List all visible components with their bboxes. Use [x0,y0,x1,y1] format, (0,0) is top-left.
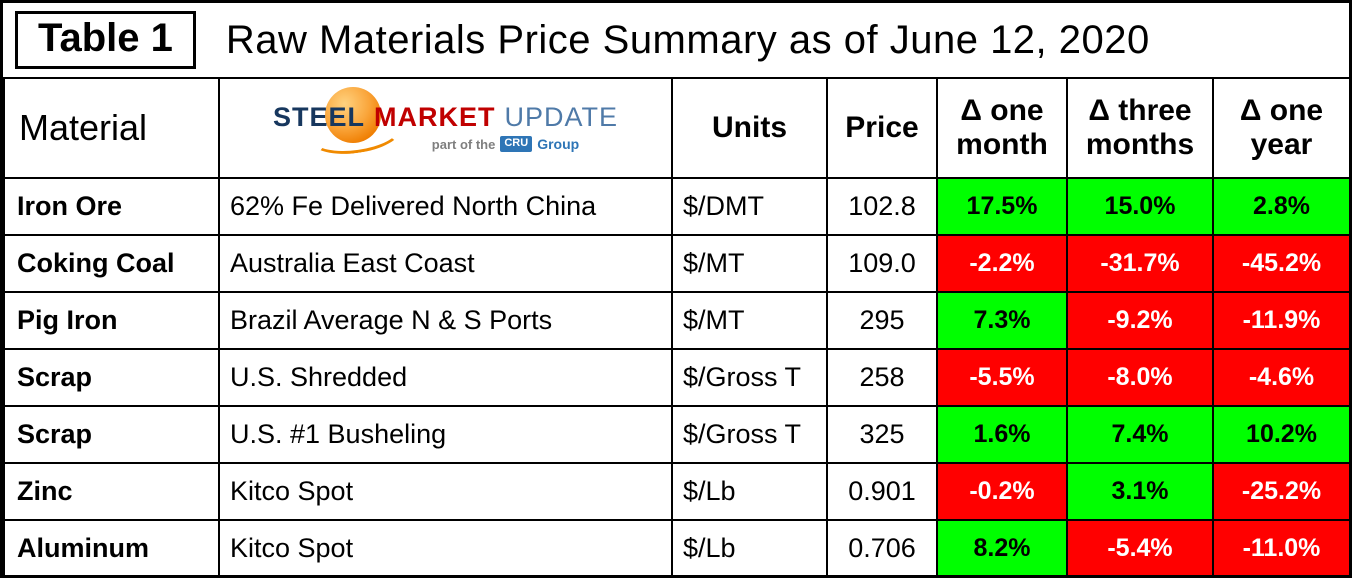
page-title: Raw Materials Price Summary as of June 1… [225,17,1150,62]
cell-description: Kitco Spot [218,519,673,575]
cell-material: Scrap [3,348,220,407]
cell-description: Brazil Average N & S Ports [218,291,673,350]
cell-delta-one-month: -0.2% [936,462,1068,521]
cell-delta-three-months: 3.1% [1066,462,1214,521]
cell-units: $/MT [671,291,828,350]
cell-delta-one-month: 7.3% [936,291,1068,350]
cell-delta-one-year: 10.2% [1212,405,1349,464]
cell-price: 0.706 [826,519,938,575]
table-label: Table 1 [15,11,196,69]
logo-text-steel: STEEL [272,102,365,132]
header-delta-one-year: Δ one year [1212,77,1349,179]
cell-delta-three-months: -31.7% [1066,234,1214,293]
cell-delta-one-month: 8.2% [936,519,1068,575]
header-delta-one-month: Δ one month [936,77,1068,179]
cell-description: Kitco Spot [218,462,673,521]
cell-delta-one-year: -25.2% [1212,462,1349,521]
header-delta-three-months: Δ three months [1066,77,1214,179]
header-price: Price [826,77,938,179]
cell-material: Pig Iron [3,291,220,350]
logo-orange-sphere-icon [324,87,381,143]
cell-delta-three-months: -9.2% [1066,291,1214,350]
cell-units: $/MT [671,234,828,293]
header-row: Material STEEL MARKET UPDATE part of the… [3,77,1349,179]
header-units: Units [671,77,828,179]
cell-delta-one-month: 1.6% [936,405,1068,464]
logo-tagline-text: part of the [431,136,496,152]
cell-description: U.S. #1 Busheling [218,405,673,464]
cru-badge: CRU [500,136,533,152]
smu-logo-tagline: part of the CRU Group [432,136,579,152]
table-row-aluminum: Aluminum Kitco Spot $/Lb 0.706 8.2% -5.4… [3,519,1349,575]
cell-description: 62% Fe Delivered North China [218,177,673,236]
header-logo-cell: STEEL MARKET UPDATE part of the CRU Grou… [218,77,673,179]
cell-delta-three-months: 15.0% [1066,177,1214,236]
logo-text-market: MARKET [374,102,496,132]
smu-logo-wordmark: STEEL MARKET UPDATE [272,87,619,143]
cell-description: U.S. Shredded [218,348,673,407]
cell-delta-one-month: -2.2% [936,234,1068,293]
cell-delta-one-month: -5.5% [936,348,1068,407]
smu-logo: STEEL MARKET UPDATE part of the CRU Grou… [221,87,670,152]
cell-price: 258 [826,348,938,407]
cell-material: Coking Coal [3,234,220,293]
cell-delta-three-months: -5.4% [1066,519,1214,575]
cell-material: Zinc [3,462,220,521]
table-row-coking-coal: Coking Coal Australia East Coast $/MT 10… [3,234,1349,293]
table-row-iron-ore: Iron Ore 62% Fe Delivered North China $/… [3,177,1349,236]
cell-price: 295 [826,291,938,350]
title-bar: Table 1 Raw Materials Price Summary as o… [3,3,1349,77]
cell-description: Australia East Coast [218,234,673,293]
cell-material: Aluminum [3,519,220,575]
header-material: Material [3,77,220,179]
cell-units: $/DMT [671,177,828,236]
cell-price: 102.8 [826,177,938,236]
cell-material: Scrap [3,405,220,464]
cell-delta-one-year: -11.9% [1212,291,1349,350]
cell-delta-one-year: 2.8% [1212,177,1349,236]
cell-price: 109.0 [826,234,938,293]
cell-units: $/Gross T [671,348,828,407]
cell-delta-three-months: 7.4% [1066,405,1214,464]
cell-delta-one-year: -45.2% [1212,234,1349,293]
cell-delta-one-year: -4.6% [1212,348,1349,407]
cell-units: $/Lb [671,519,828,575]
logo-text-update: UPDATE [504,102,619,132]
cell-delta-one-month: 17.5% [936,177,1068,236]
cell-delta-one-year: -11.0% [1212,519,1349,575]
cell-units: $/Gross T [671,405,828,464]
price-summary-table: Material STEEL MARKET UPDATE part of the… [3,77,1349,575]
cell-price: 0.901 [826,462,938,521]
table-label-text: Table 1 [38,16,173,60]
table-row-pig-iron: Pig Iron Brazil Average N & S Ports $/MT… [3,291,1349,350]
table-row-zinc: Zinc Kitco Spot $/Lb 0.901 -0.2% 3.1% -2… [3,462,1349,521]
logo-group-text: Group [537,136,580,152]
table-row-scrap-shredded: Scrap U.S. Shredded $/Gross T 258 -5.5% … [3,348,1349,407]
cell-material: Iron Ore [3,177,220,236]
cell-price: 325 [826,405,938,464]
cell-units: $/Lb [671,462,828,521]
table-row-scrap-busheling: Scrap U.S. #1 Busheling $/Gross T 325 1.… [3,405,1349,464]
cell-delta-three-months: -8.0% [1066,348,1214,407]
